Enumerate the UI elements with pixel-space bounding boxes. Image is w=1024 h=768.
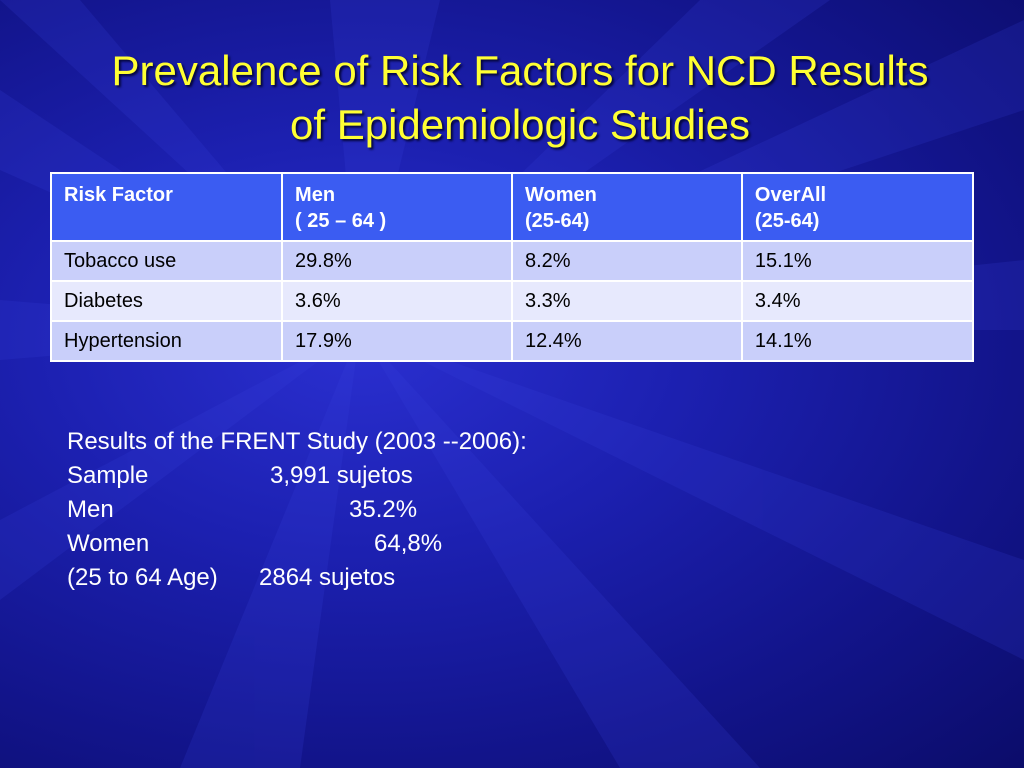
study-heading: Results of the FRENT Study (2003 --2006)… — [67, 428, 527, 455]
men-label: Men — [67, 496, 114, 523]
cell-men: 29.8% — [281, 240, 513, 282]
header-subline: (25-64) — [524, 210, 590, 232]
header-line: OverAll — [754, 184, 827, 206]
cell-risk-factor: Diabetes — [49, 280, 284, 322]
cell-risk-factor: Hypertension — [49, 320, 284, 362]
risk-factor-table: Risk Factor Men ( 25 – 64 ) Women (25-64… — [49, 172, 975, 362]
men-value: 35.2% — [349, 496, 418, 523]
cell-women: 3.3% — [510, 280, 743, 322]
study-age-line: (25 to 64 Age) 2864 sujetos — [67, 561, 527, 595]
age-label: (25 to 64 Age) — [67, 564, 218, 591]
cell-risk-factor: Tobacco use — [49, 240, 284, 282]
sample-label: Sample — [67, 462, 149, 489]
header-men: Men ( 25 – 64 ) — [281, 172, 513, 242]
table-header-row: Risk Factor Men ( 25 – 64 ) Women (25-64… — [49, 172, 975, 242]
cell-overall: 15.1% — [740, 240, 975, 282]
slide-title-line-2: of Epidemiologic Studies — [290, 101, 750, 148]
header-line: Risk Factor — [64, 184, 173, 206]
header-overall: OverAll (25-64) — [740, 172, 975, 242]
study-sample-line: Sample 3,991 sujetos — [67, 459, 527, 493]
sample-value: 3,991 sujetos — [270, 462, 413, 489]
cell-women: 12.4% — [510, 320, 743, 362]
study-men-line: Men 35.2% — [67, 493, 527, 527]
table-row: Hypertension 17.9% 12.4% 14.1% — [49, 320, 975, 362]
cell-women: 8.2% — [510, 240, 743, 282]
slide-title: Prevalence of Risk Factors for NCD Resul… — [40, 44, 1000, 152]
study-summary: Results of the FRENT Study (2003 --2006)… — [67, 425, 527, 595]
cell-men: 3.6% — [281, 280, 513, 322]
table-row: Diabetes 3.6% 3.3% 3.4% — [49, 280, 975, 322]
cell-overall: 14.1% — [740, 320, 975, 362]
women-label: Women — [67, 530, 150, 557]
header-risk-factor: Risk Factor — [49, 172, 284, 242]
cell-men: 17.9% — [281, 320, 513, 362]
age-value: 2864 sujetos — [259, 564, 396, 591]
women-value: 64,8% — [374, 530, 443, 557]
header-women: Women (25-64) — [510, 172, 743, 242]
header-subline: ( 25 – 64 ) — [295, 210, 387, 232]
header-line: Women — [524, 184, 597, 206]
header-subline: (25-64) — [754, 210, 820, 232]
cell-overall: 3.4% — [740, 280, 975, 322]
slide-title-line-1: Prevalence of Risk Factors for NCD Resul… — [111, 47, 929, 94]
header-line: Men — [295, 184, 336, 206]
table-row: Tobacco use 29.8% 8.2% 15.1% — [49, 240, 975, 282]
study-women-line: Women 64,8% — [67, 527, 527, 561]
